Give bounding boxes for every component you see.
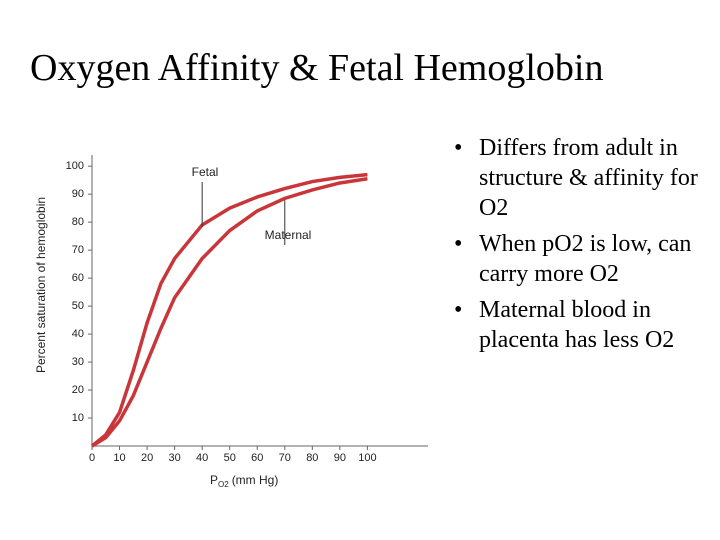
data-line	[90, 172, 368, 448]
y-tick-label: 60	[72, 272, 84, 284]
x-label-sub: O2	[218, 480, 229, 489]
x-tick-label: 30	[168, 452, 180, 464]
chart: Percent saturation of hemoglobin PO2 (mm …	[34, 155, 428, 489]
y-axis-label: Percent saturation of hemoglobin	[34, 197, 48, 373]
x-tick-label: 100	[358, 452, 376, 464]
y-tick-label: 30	[72, 356, 84, 368]
x-tick-label: 60	[251, 452, 263, 464]
y-tick-label: 90	[72, 188, 84, 200]
slide-title: Oxygen Affinity & Fetal Hemoglobin	[30, 47, 604, 89]
y-tick-label: 100	[66, 160, 84, 172]
y-tick-label: 70	[72, 244, 84, 256]
x-tick-label: 80	[306, 452, 318, 464]
x-axis-label: PO2 (mm Hg)	[210, 473, 278, 489]
x-label-unit: (mm Hg)	[232, 473, 279, 487]
x-tick-label: 50	[224, 452, 236, 464]
data-line	[91, 177, 368, 448]
y-tick-label: 80	[72, 216, 84, 228]
series-annotation: Fetal	[192, 165, 219, 179]
y-tick-label: 50	[72, 300, 84, 312]
bullet: Maternal blood in placenta has less O2	[452, 295, 714, 355]
x-tick-label: 0	[89, 452, 95, 464]
bullet-list: Differs from adult in structure & affini…	[452, 133, 714, 361]
y-tick-label: 40	[72, 328, 84, 340]
bullet: When pO2 is low, can carry more O2	[452, 229, 714, 289]
x-tick-label: 70	[279, 452, 291, 464]
bullet: Differs from adult in structure & affini…	[452, 133, 714, 223]
x-label-main: P	[210, 473, 218, 487]
series-annotation: Maternal	[265, 228, 312, 242]
x-tick-label: 20	[141, 452, 153, 464]
x-tick-label: 10	[113, 452, 125, 464]
y-tick-label: 10	[72, 412, 84, 424]
y-tick-label: 20	[72, 384, 84, 396]
x-tick-label: 40	[196, 452, 208, 464]
x-tick-label: 90	[334, 452, 346, 464]
